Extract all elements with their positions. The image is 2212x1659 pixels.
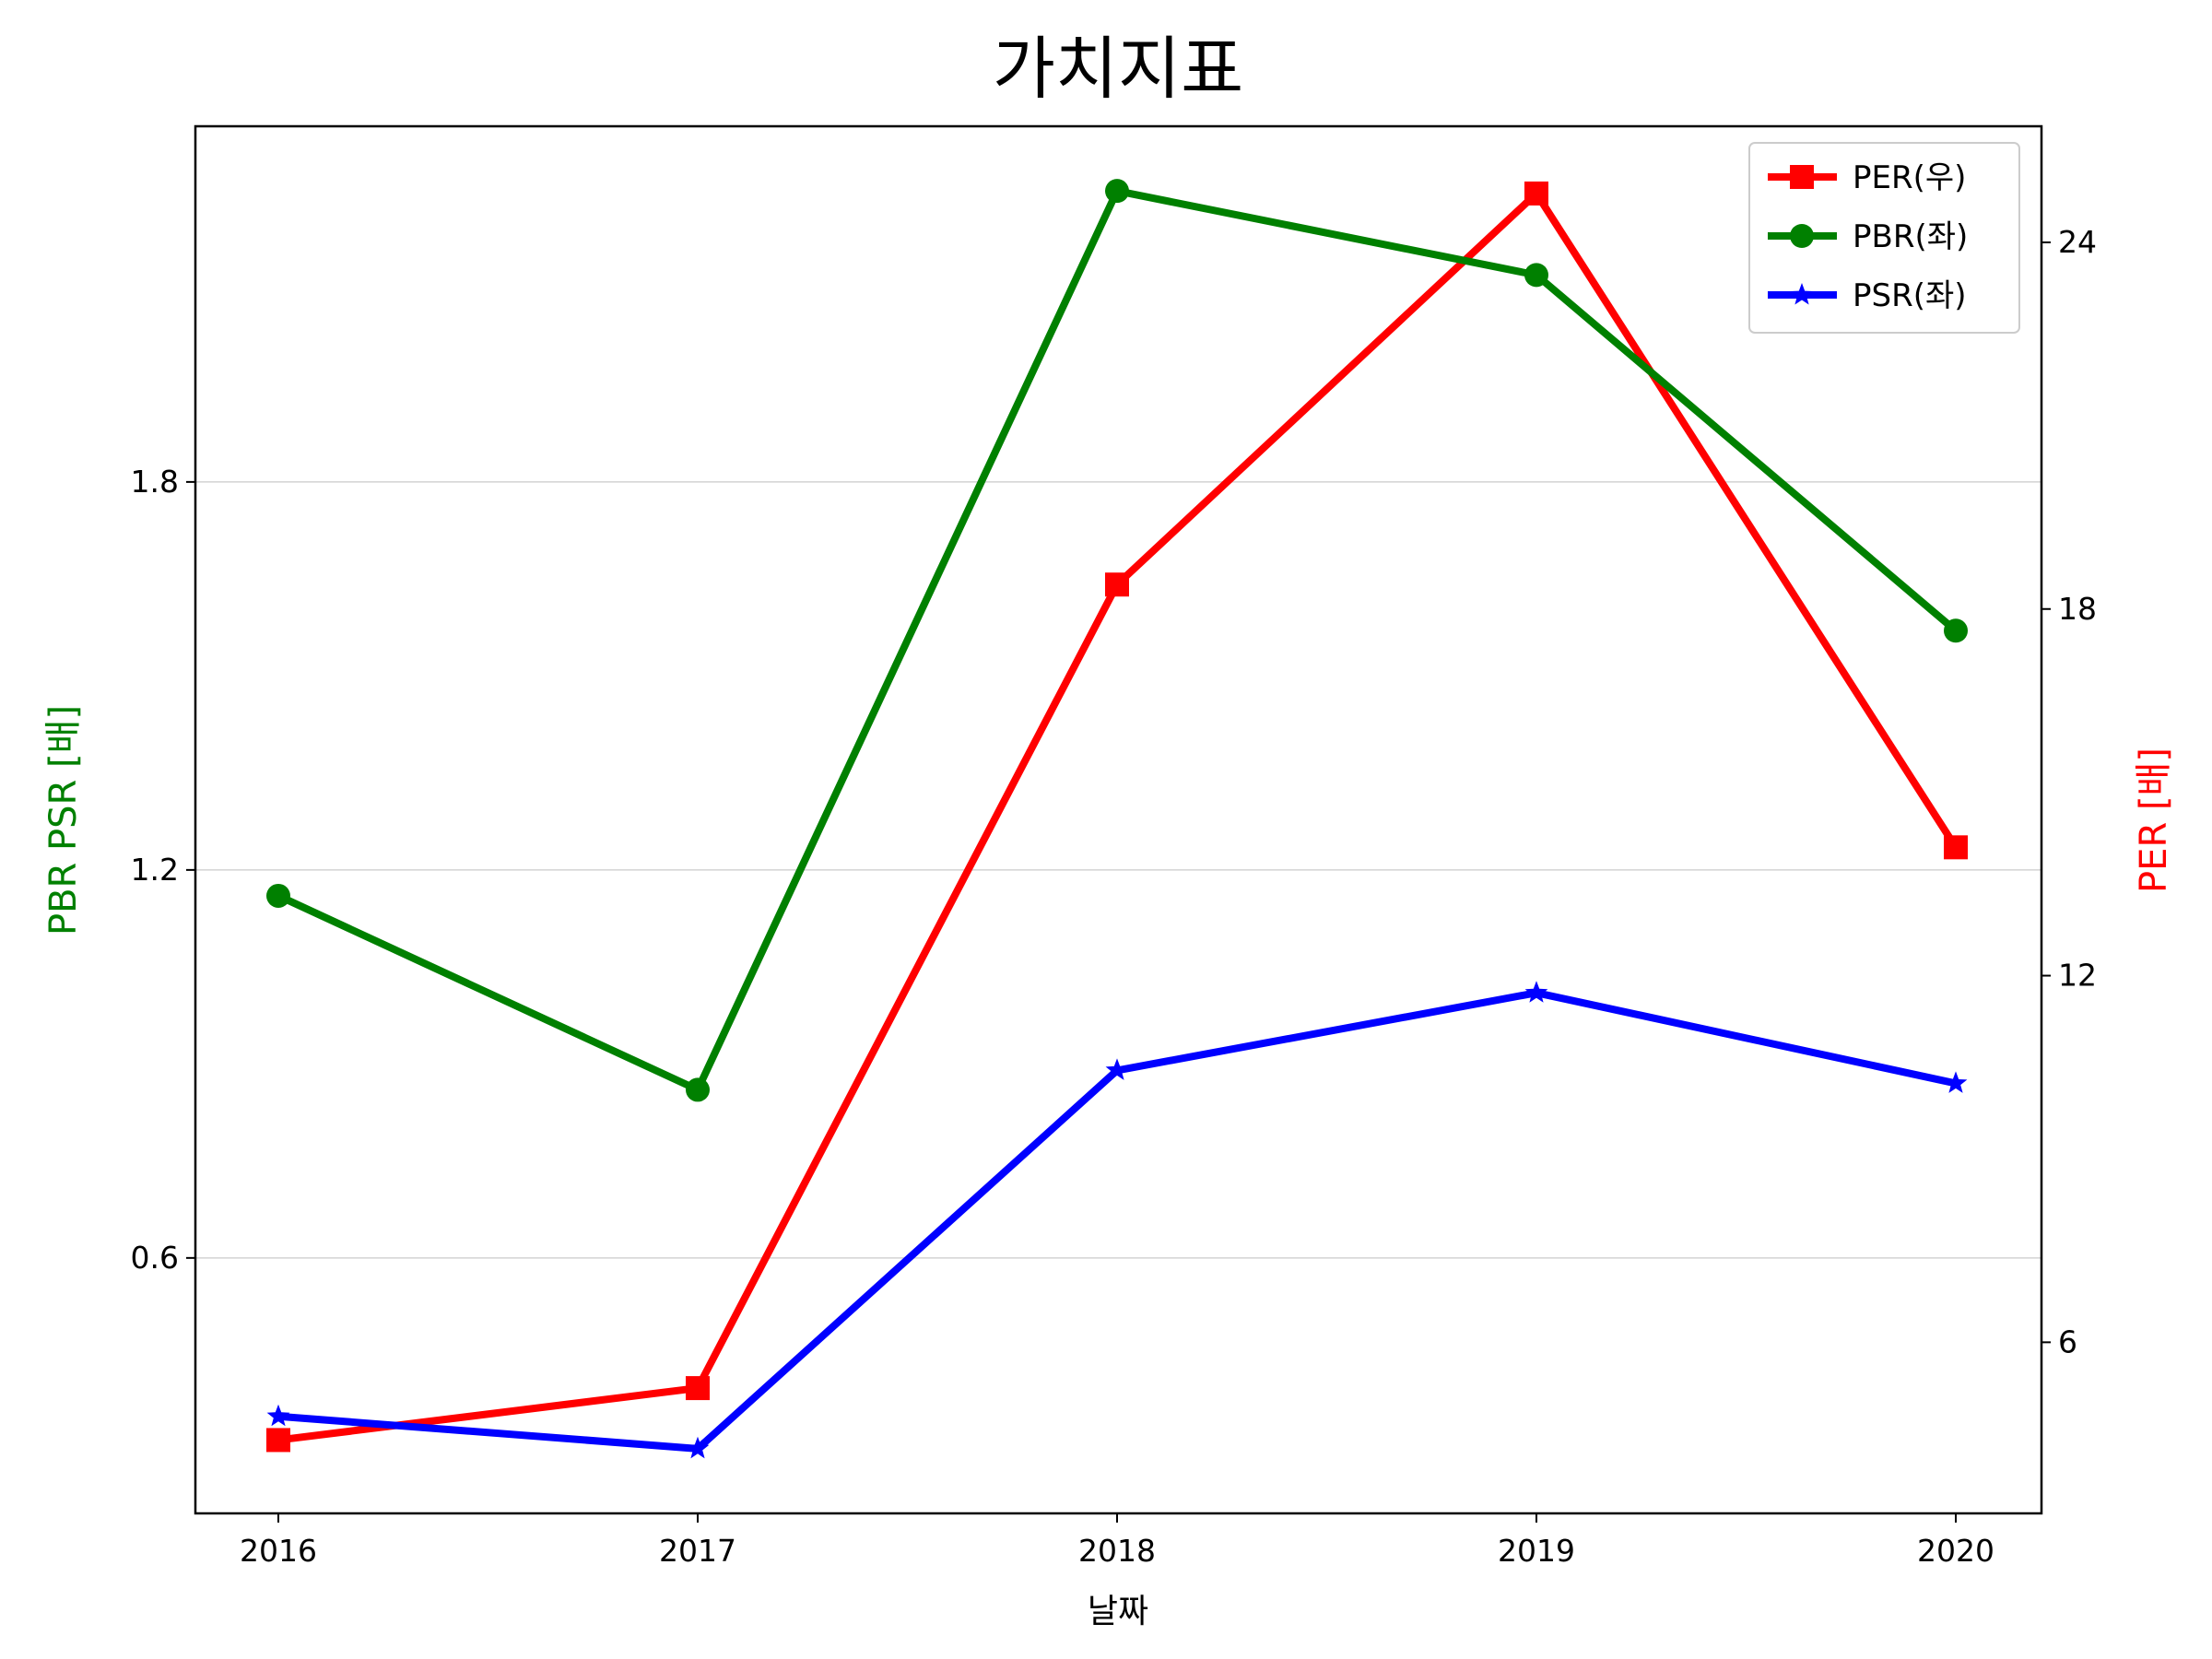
x-axis-title: 날짜: [1088, 1593, 1148, 1630]
y-right-tick-label: 18: [2058, 591, 2097, 627]
pbr-point: [1105, 179, 1129, 204]
psr-point: [1944, 1071, 1968, 1093]
pbr-point: [266, 883, 290, 908]
y-left-tick-label: 0.6: [131, 1240, 179, 1276]
y-left-tick-label: 1.8: [131, 464, 179, 500]
series-layer: [266, 179, 1968, 1459]
legend-marker-pbr: [1790, 224, 1814, 248]
psr-point: [266, 1404, 290, 1427]
x-tick-label: 2020: [1917, 1533, 1994, 1569]
legend-items: PER(우) PBR(좌) PSR(좌): [1768, 159, 1968, 314]
psr-point: [1524, 981, 1548, 1003]
x-tick-label: 2017: [659, 1533, 736, 1569]
psr-point: [686, 1436, 710, 1459]
y-right-tick-label: 6: [2058, 1324, 2077, 1359]
psr-point: [1105, 1058, 1129, 1080]
grid-lines: [195, 481, 2041, 1259]
pbr-point: [686, 1077, 710, 1102]
chart-title: 가치지표: [993, 29, 1243, 109]
per-point: [266, 1428, 290, 1453]
per-point: [1524, 181, 1548, 206]
y-right-tick-label: 24: [2058, 224, 2097, 260]
plot-frame: [194, 124, 2043, 1515]
legend-label-pbr: PBR(좌): [1853, 218, 1968, 255]
y-right-tick-label: 12: [2058, 958, 2097, 994]
legend-label-psr: PSR(좌): [1853, 277, 1967, 314]
y-left-tick-label: 1.2: [131, 852, 179, 888]
per-point: [686, 1376, 710, 1401]
per-point: [1944, 835, 1968, 860]
legend-box: [1748, 142, 2020, 334]
pbr-point: [1524, 263, 1548, 288]
legend-marker-psr: [1790, 283, 1814, 305]
x-tick-label: 2019: [1498, 1533, 1575, 1569]
x-tick-label: 2018: [1078, 1533, 1156, 1569]
y-axis-left-title: PBR PSR [배]: [42, 705, 85, 935]
per-point: [1105, 572, 1129, 597]
legend: PER(우) PBR(좌) PSR(좌): [1748, 142, 2020, 334]
y-axis-right-title: PER [배]: [2133, 747, 2175, 893]
axis-ticks: 0.6 1.2 1.8 6 12 18 24 2016 2017 2018 2019 2020: [131, 224, 2097, 1569]
legend-label-per: PER(우): [1853, 159, 1966, 196]
pbr-point: [1944, 618, 1968, 643]
x-tick-label: 2016: [240, 1533, 317, 1569]
legend-marker-per: [1790, 165, 1814, 189]
